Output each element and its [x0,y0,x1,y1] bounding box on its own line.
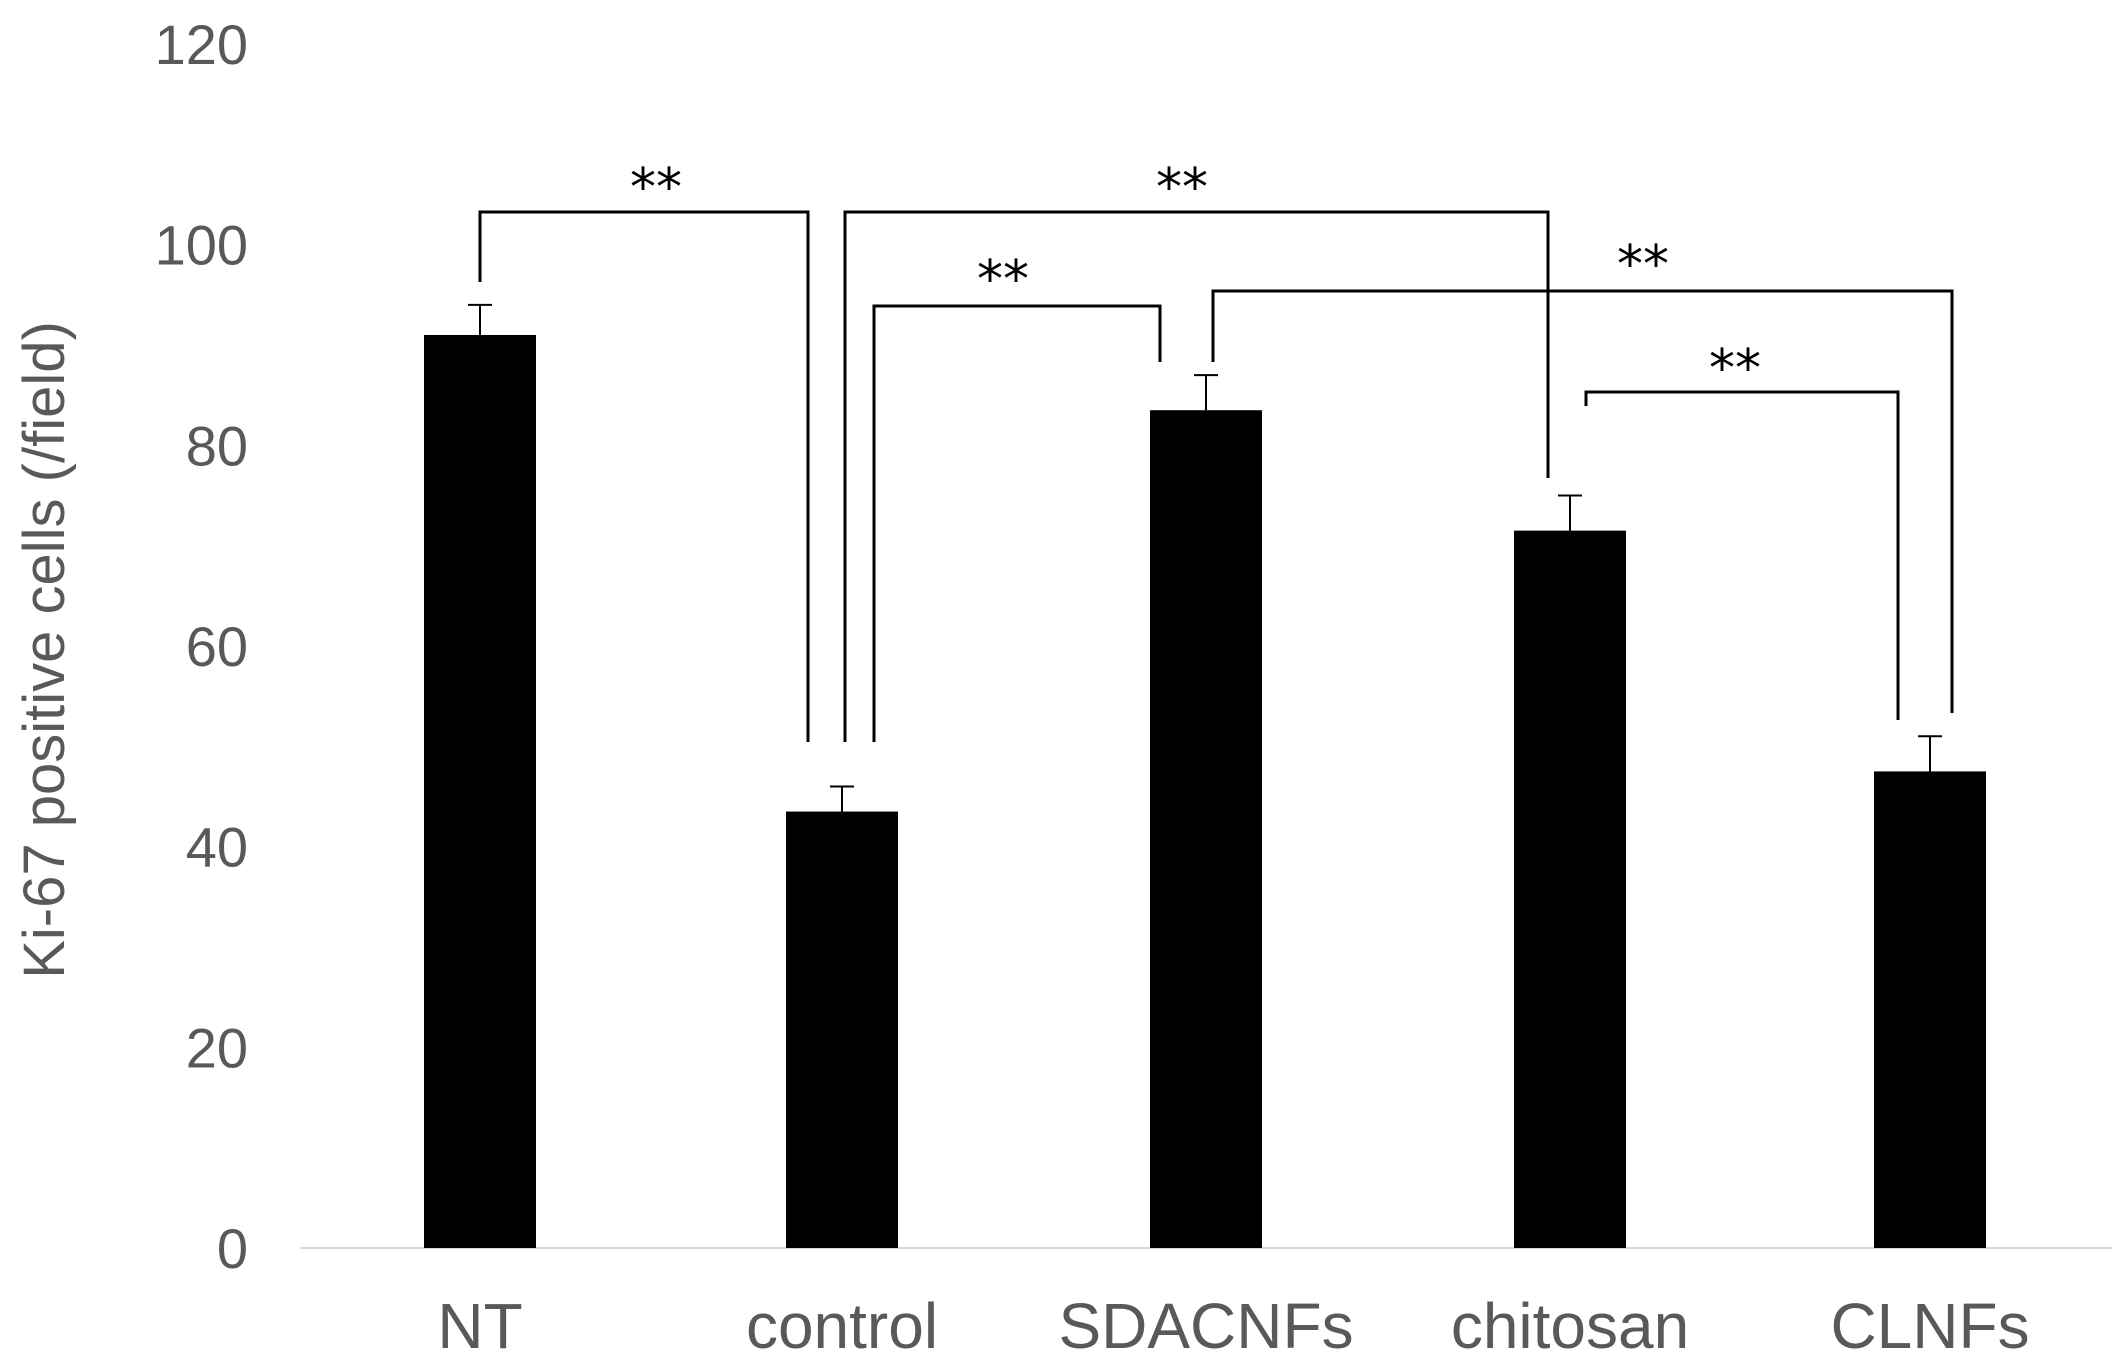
significance-label: ** [977,250,1029,310]
y-tick-label: 80 [186,414,248,477]
y-axis-title: Ki-67 positive cells (/field) [12,321,77,979]
bar [424,334,536,1248]
error-bars [468,303,1942,812]
category-labels: NT control SDACNFs chitosan CLNFs [437,1290,2029,1362]
bar [1874,771,1986,1248]
significance-bracket [1211,289,1954,713]
y-tick-label: 120 [155,13,248,76]
y-tick-label: 20 [186,1016,248,1079]
y-tick-label: 60 [186,615,248,678]
significance-label: ** [1156,158,1208,218]
category-label: NT [437,1290,522,1362]
category-label: control [746,1290,938,1362]
significance-label: ** [1617,235,1669,295]
significance-label: ** [1709,339,1761,399]
y-tick-label: 100 [155,214,248,277]
bar [786,811,898,1248]
y-tick-label: 0 [217,1217,248,1280]
y-tick-label: 40 [186,816,248,879]
significance-bracket [872,304,1162,742]
significance-bracket [843,210,1550,742]
significance-bracket [478,210,810,742]
category-label: SDACNFs [1058,1290,1353,1362]
significance-bracket [1584,390,1900,720]
significance-label: ** [630,158,682,218]
significance-brackets: ** ** ** ** ** [478,158,1954,742]
category-label: CLNFs [1830,1290,2029,1362]
bar [1514,530,1626,1248]
bars [424,334,1986,1248]
category-label: chitosan [1451,1290,1689,1362]
y-axis-ticks: 0 20 40 60 80 100 120 [155,13,248,1280]
bar [1150,410,1262,1248]
